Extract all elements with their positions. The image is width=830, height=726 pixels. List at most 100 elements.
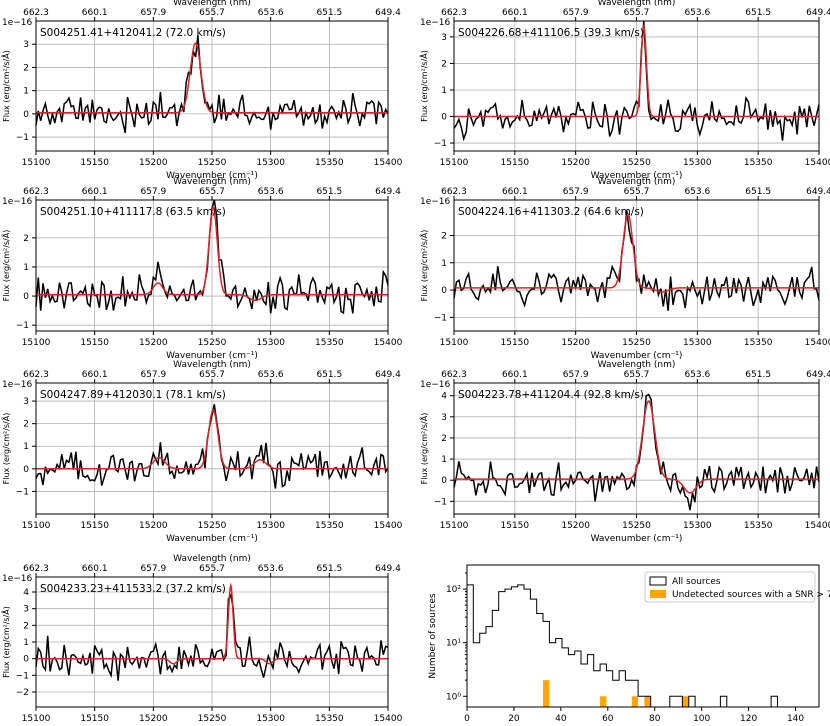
top-tick-label: 655.7 — [199, 187, 225, 197]
x-axis-label: Wavenumber (cm⁻¹) — [166, 534, 258, 544]
top-tick-label: 662.3 — [23, 8, 49, 18]
x-tick-label: 15400 — [374, 338, 403, 348]
y-tick-label: 2 — [23, 621, 29, 631]
x-tick-label: 15200 — [139, 158, 168, 168]
x-tick-label: 60 — [602, 714, 614, 724]
histogram-panel: 020406080100120140Broadening (km/s)10⁰10… — [428, 564, 830, 724]
y-tick-label: 0 — [441, 113, 447, 123]
x-tick-label: 15300 — [683, 521, 712, 531]
y-tick-label: −1 — [434, 497, 447, 507]
x-tick-label: 15200 — [561, 338, 590, 348]
top-axis-label: Wavelength (nm) — [598, 177, 676, 187]
panel-title: S004224.16+411303.2 (64.6 km/s) — [458, 206, 644, 218]
spectrum-data-line — [453, 210, 820, 311]
panel-title: S004247.89+412030.1 (78.1 km/s) — [40, 389, 226, 401]
y-axis-label: Flux (erg/cm²/s/Å) — [0, 230, 11, 302]
x-tick-label: 15150 — [80, 714, 109, 724]
legend-swatch-undetected — [650, 590, 666, 598]
top-tick-label: 653.6 — [258, 187, 284, 197]
top-tick-label: 655.7 — [199, 8, 225, 18]
y-axis-label: Flux (erg/cm²/s/Å) — [0, 50, 11, 122]
y-axis-label: Flux (erg/cm²/s/Å) — [418, 413, 429, 485]
x-tick-label: 15300 — [683, 338, 712, 348]
top-tick-label: 649.4 — [375, 187, 401, 197]
panel-title: S004251.10+411117.8 (63.5 km/s) — [40, 206, 226, 218]
spectrum-fit-line — [454, 213, 819, 293]
x-tick-label: 80 — [649, 714, 661, 724]
y-scale-label: 1e−16 — [420, 18, 451, 28]
undetected-bar — [682, 696, 689, 707]
spectrum-panel-7: 15100151501520015250153001535015400Waven… — [0, 554, 403, 724]
top-tick-label: 649.4 — [375, 564, 401, 574]
x-tick-label: 15350 — [315, 338, 344, 348]
y-tick-label: 1 — [23, 442, 29, 452]
x-tick-label: 15350 — [744, 521, 773, 531]
top-tick-label: 653.6 — [258, 564, 284, 574]
spectrum-fit-line — [36, 205, 388, 302]
top-tick-label: 662.3 — [23, 370, 49, 380]
top-tick-label: 653.6 — [258, 370, 284, 380]
spectrum-data-line — [35, 35, 389, 134]
top-tick-label: 655.7 — [199, 370, 225, 380]
x-tick-label: 120 — [740, 714, 757, 724]
y-tick-label: 0 — [441, 286, 447, 296]
x-tick-label: 15350 — [315, 714, 344, 724]
y-scale-label: 1e−16 — [2, 574, 33, 584]
y-tick-label: −1 — [16, 321, 29, 331]
top-tick-label: 657.9 — [140, 370, 166, 380]
x-tick-label: 140 — [787, 714, 804, 724]
all-sources-histogram — [466, 584, 791, 708]
x-tick-label: 15250 — [622, 158, 651, 168]
y-tick-label: 3 — [441, 33, 447, 43]
y-tick-label: 3 — [23, 40, 29, 50]
top-tick-label: 662.3 — [23, 564, 49, 574]
x-tick-label: 15250 — [198, 338, 227, 348]
top-tick-label: 657.9 — [140, 8, 166, 18]
y-tick-label: 2 — [23, 420, 29, 430]
x-tick-label: 15250 — [198, 158, 227, 168]
top-tick-label: 655.7 — [624, 8, 650, 18]
x-axis-label: Wavenumber (cm⁻¹) — [166, 171, 258, 181]
y-axis-label: Flux (erg/cm²/s/Å) — [418, 50, 429, 122]
y-tick-label: 4 — [23, 588, 29, 598]
x-tick-label: 20 — [508, 714, 520, 724]
x-axis-label: Wavenumber (cm⁻¹) — [591, 534, 683, 544]
top-tick-label: 651.5 — [745, 187, 771, 197]
plot-frame — [466, 564, 820, 708]
y-axis-label: Flux (erg/cm²/s/Å) — [0, 413, 11, 485]
x-tick-label: 15150 — [80, 338, 109, 348]
x-tick-label: 15350 — [744, 158, 773, 168]
y-tick-label: 2 — [441, 434, 447, 444]
top-tick-label: 653.6 — [258, 8, 284, 18]
legend-label-undetected: Undetected sources with a SNR > 7 — [672, 590, 830, 600]
top-tick-label: 653.6 — [684, 8, 710, 18]
spectrum-panel-5: 15100 15150 15200 15250 15300 15350 15400 Waven… — [0, 360, 403, 544]
y-tick-label: 1 — [23, 263, 29, 273]
legend-swatch-all — [649, 576, 667, 586]
x-tick-label: 15300 — [256, 158, 285, 168]
y-scale-label: 1e−16 — [420, 197, 451, 207]
x-tick-label: 15400 — [374, 714, 403, 724]
undetected-bar — [644, 696, 651, 707]
y-scale-label: 1e−16 — [2, 380, 33, 390]
y-tick-label: −2 — [16, 688, 29, 698]
top-tick-label: 662.3 — [441, 370, 467, 380]
legend-box — [644, 571, 816, 603]
y-axis-label: Flux (erg/cm²/s/Å) — [418, 230, 429, 302]
y-tick-label: 3 — [23, 605, 29, 615]
spectrum-panel-3: 15100 15150 15200 15250 15300 15350 15400 Waven… — [0, 177, 403, 361]
top-tick-label: 651.5 — [316, 187, 342, 197]
y-tick-label: 1 — [441, 455, 447, 465]
top-tick-label: 655.7 — [624, 187, 650, 197]
spectrum-fit-line — [454, 23, 819, 118]
x-tick-label: 15100 — [440, 158, 469, 168]
top-axis-label: Wavelength (nm) — [173, 177, 251, 187]
y-tick-label: 4 — [441, 392, 447, 402]
top-tick-label: 649.4 — [806, 370, 830, 380]
x-axis-label: Wavenumber (cm⁻¹) — [591, 171, 683, 181]
x-tick-label: 15100 — [440, 521, 469, 531]
x-tick-label: 15400 — [805, 521, 830, 531]
x-tick-label: 15350 — [744, 338, 773, 348]
x-tick-label: 15350 — [315, 158, 344, 168]
legend: All sources Undetected sources with a SNR… — [644, 571, 830, 603]
